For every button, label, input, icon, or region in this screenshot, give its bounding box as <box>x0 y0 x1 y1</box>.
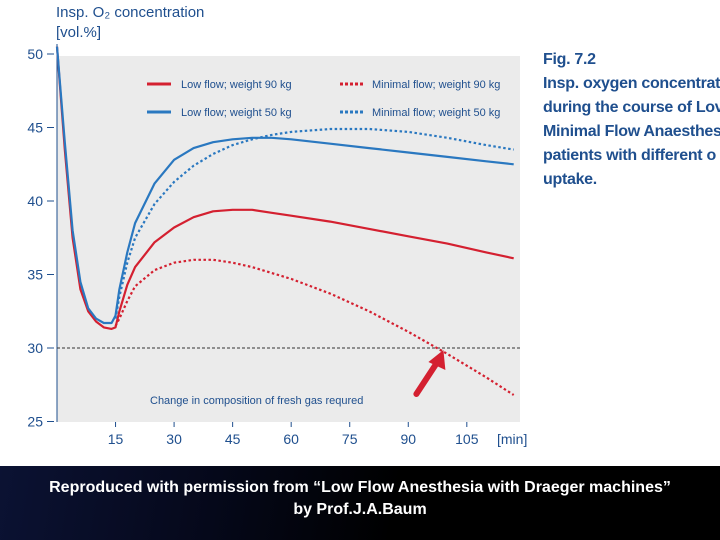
y-tick-label: 50 <box>27 46 43 62</box>
caption-line: during the course of Lov <box>543 99 720 116</box>
legend-item-1: Low flow; weight 90 kg <box>147 79 292 91</box>
footer-banner: Reproduced with permission from “Low Flo… <box>0 466 720 540</box>
legend-item-2: Low flow; weight 50 kg <box>147 107 292 119</box>
arrow-shaft <box>413 359 441 397</box>
annotation-arrow <box>413 350 446 397</box>
x-tick-label: 90 <box>400 431 416 447</box>
caption-line: Minimal Flow Anaesthes <box>543 123 720 140</box>
series-line-1 <box>55 46 514 330</box>
legend-label: Low flow; weight 90 kg <box>181 79 292 91</box>
chart-plot: 25 30 35 40 45 50 15 30 45 60 75 90 105 [min] Change i… <box>27 44 527 447</box>
footer-credit-line1: Reproduced with permission from “Low Flo… <box>49 479 671 496</box>
chart-ylabel-line2: [vol.%] <box>56 24 102 41</box>
y-tick-label: 40 <box>27 193 43 209</box>
legend-label: Minimal flow; weight 50 kg <box>372 107 500 119</box>
x-tick-label: 30 <box>166 431 182 447</box>
caption-line: patients with different o <box>543 147 716 164</box>
x-tick-label: 45 <box>225 431 241 447</box>
legend-label: Minimal flow; weight 90 kg <box>372 79 500 91</box>
caption-line: Fig. 7.2 <box>543 51 596 68</box>
footer-credit-line2: by Prof.J.A.Baum <box>293 501 427 518</box>
legend-item-3: Minimal flow; weight 90 kg <box>340 79 500 91</box>
x-unit-label: [min] <box>497 431 527 447</box>
x-tick-label: 105 <box>455 431 479 447</box>
legend-label: Low flow; weight 50 kg <box>181 107 292 119</box>
series-line-4 <box>114 127 514 319</box>
figure-caption: Fig. 7.2 Insp. oxygen concentrat during … <box>543 48 720 192</box>
x-tick-label: 75 <box>342 431 358 447</box>
y-tick-label: 35 <box>27 267 43 283</box>
x-tick-label: 15 <box>108 431 124 447</box>
y-tick-label: 45 <box>27 120 43 136</box>
x-tick-label: 60 <box>283 431 299 447</box>
caption-line: Insp. oxygen concentrat <box>543 75 720 92</box>
y-tick-label: 30 <box>27 340 43 356</box>
series-line-2 <box>55 46 514 325</box>
series-line-3 <box>114 258 515 396</box>
caption-line: uptake. <box>543 171 597 188</box>
y-tick-label: 25 <box>27 414 43 430</box>
chart-ylabel-line1: Insp. O₂ concentration <box>56 4 205 21</box>
arrow-head <box>428 350 446 370</box>
annotation-text: Change in composition of fresh gas requr… <box>150 395 363 407</box>
legend-item-4: Minimal flow; weight 50 kg <box>340 107 500 119</box>
